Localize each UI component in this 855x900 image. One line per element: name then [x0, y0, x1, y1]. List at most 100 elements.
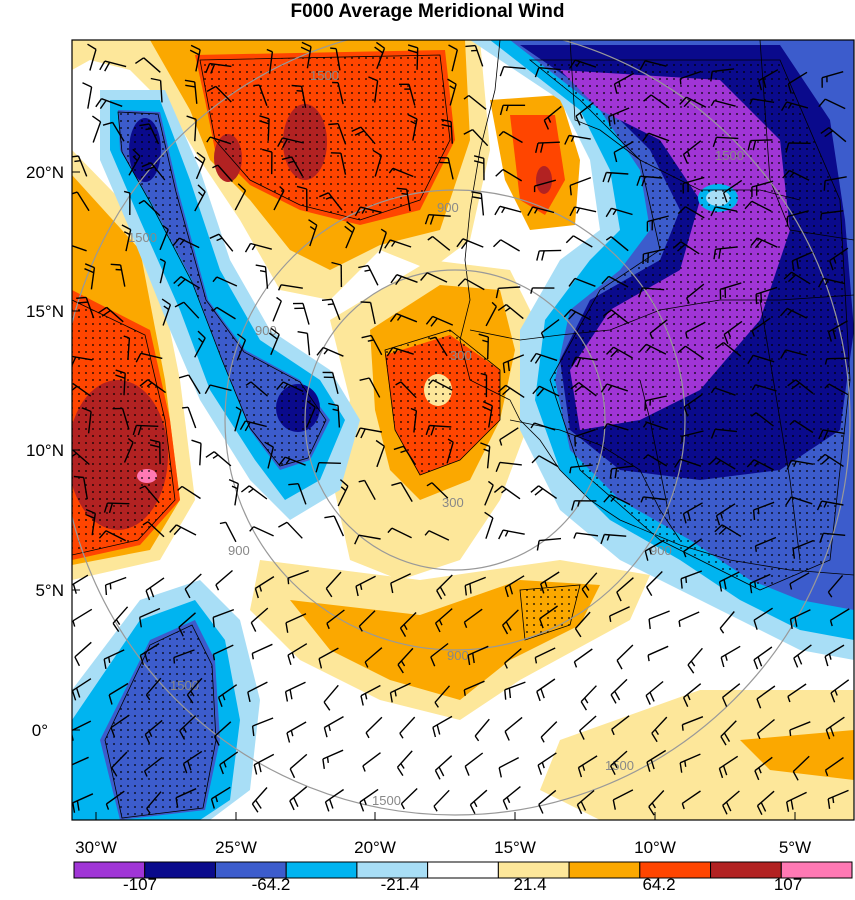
wind-barb-shaft	[646, 571, 663, 588]
wind-barb-shaft	[186, 677, 203, 696]
wind-barb-flag	[602, 172, 607, 183]
wind-barb-flag	[97, 306, 108, 314]
wind-barb-shaft	[683, 393, 703, 408]
wind-barb-flag	[346, 221, 355, 229]
wind-barb-flag	[569, 59, 576, 69]
wind-barb-shaft	[464, 680, 485, 691]
wind-barb-flag	[76, 296, 87, 299]
wind-barb-shaft	[110, 714, 130, 729]
wind-barb-flag	[410, 407, 417, 412]
wind-barb-flag	[533, 207, 539, 214]
wind-barb-flag	[318, 658, 323, 669]
range-ring-label-1500-southwest: 1500	[170, 678, 199, 693]
wind-barb-shaft	[428, 530, 450, 541]
wind-barb-shaft	[614, 72, 635, 85]
wind-barb-flag	[672, 241, 682, 249]
wind-barb-shaft	[139, 607, 161, 619]
wind-barb-flag	[141, 162, 152, 168]
wind-barb-shaft	[251, 787, 268, 805]
wind-barb-flag	[649, 692, 655, 702]
wind-barb-flag	[682, 154, 689, 164]
wind-barb-flag	[473, 155, 484, 159]
wind-barb-shaft	[787, 210, 809, 218]
wind-barb-shaft	[647, 215, 669, 223]
wind-barb-shaft	[758, 69, 779, 82]
wind-barb-flag	[84, 263, 95, 269]
wind-barb-flag	[359, 801, 365, 812]
wind-barb-flag	[504, 731, 510, 741]
wind-barb-flag	[206, 85, 217, 93]
wind-barb-shaft	[331, 299, 341, 321]
wind-barb-flag	[712, 137, 718, 148]
wind-barb-shaft	[143, 57, 161, 73]
wind-barb-flag	[211, 306, 218, 313]
wind-barb-flag	[441, 118, 452, 123]
wind-barb-shaft	[143, 199, 161, 217]
colorbar-swatch	[568, 861, 641, 879]
wind-barb-shaft	[412, 118, 418, 141]
wind-barb-shaft	[750, 139, 773, 142]
wind-barb-flag	[300, 46, 311, 53]
wind-barb-flag	[686, 151, 691, 158]
wind-barb-flag	[577, 500, 581, 507]
wind-barb-shaft	[127, 337, 131, 360]
wind-barb-shaft	[211, 786, 231, 800]
wind-barb-shaft	[575, 356, 598, 361]
wind-barb-flag	[687, 511, 691, 522]
wind-barb-shaft	[175, 788, 197, 799]
wind-barb-flag	[270, 327, 280, 336]
wind-barb-shaft	[187, 407, 197, 429]
wind-barb-shaft	[830, 679, 850, 694]
wind-barb-shaft	[183, 750, 203, 765]
wind-barb-flag	[85, 508, 96, 515]
wind-barb-shaft	[682, 716, 704, 726]
wind-barb-flag	[60, 244, 66, 252]
wind-barb-flag	[340, 486, 347, 492]
wind-barb-shaft	[644, 60, 667, 67]
wind-barb-flag	[427, 235, 434, 241]
wind-barb-shaft	[72, 382, 92, 397]
wind-barb-flag	[568, 277, 576, 287]
wind-barb-shaft	[408, 84, 416, 106]
wind-barb-flag	[760, 802, 767, 812]
wind-barb-flag	[613, 762, 618, 769]
wind-barb-shaft	[467, 645, 489, 656]
wind-barb-flag	[720, 512, 724, 519]
wind-barb-flag	[296, 185, 307, 190]
wind-barb-flag	[259, 120, 270, 125]
wind-barb-shaft	[302, 303, 310, 325]
wind-barb-flag	[483, 448, 490, 452]
wind-barb-flag	[424, 214, 430, 225]
wind-barb-flag	[753, 659, 759, 670]
wind-barb-shaft	[830, 608, 850, 621]
wind-barb-shaft	[645, 343, 667, 355]
wind-barb-flag	[198, 337, 204, 343]
wind-barb-flag	[142, 521, 149, 526]
wind-barb-flag	[506, 797, 511, 804]
wind-barb-shaft	[399, 716, 416, 734]
wind-barb-shaft	[828, 383, 849, 396]
wind-barb-shaft	[537, 752, 557, 766]
wind-barb-flag	[797, 654, 803, 665]
wind-barb-flag	[829, 620, 833, 627]
wind-barb-flag	[285, 458, 291, 465]
wind-barb-shaft	[609, 606, 630, 617]
wind-barb-shaft	[77, 155, 88, 177]
wind-barb-flag	[570, 135, 575, 142]
wind-barb-shaft	[537, 141, 560, 144]
wind-barb-shaft	[264, 266, 269, 289]
wind-barb-flag	[355, 586, 359, 597]
wind-barb-flag	[482, 400, 493, 407]
wind-barb-flag	[457, 278, 466, 287]
wind-barb-flag	[235, 406, 242, 411]
wind-barb-flag	[677, 243, 686, 252]
wind-barb-flag	[276, 381, 284, 391]
wind-barb-flag	[394, 690, 397, 697]
wind-barb-shaft	[753, 459, 774, 471]
wind-barb-shaft	[253, 753, 275, 766]
wind-barb-flag	[179, 239, 185, 246]
lat-tick-label: 10°N	[26, 441, 64, 460]
wind-barb-flag	[103, 658, 107, 670]
wind-barb-flag	[683, 406, 689, 417]
lon-tick-label: 30°W	[75, 838, 117, 857]
